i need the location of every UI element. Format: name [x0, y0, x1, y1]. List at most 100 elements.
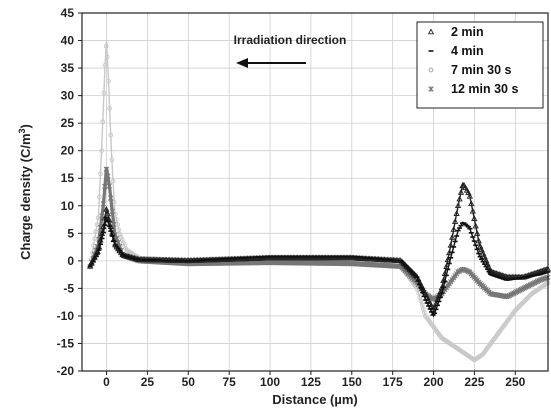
series-12-min-30-s — [87, 166, 551, 302]
legend-marker — [428, 67, 434, 73]
series-4-min — [87, 216, 551, 318]
plot-frame — [81, 12, 549, 372]
x-tick-label: 250 — [505, 375, 525, 389]
data-point — [104, 210, 111, 217]
data-point — [443, 263, 450, 270]
y-tick-label: 0 — [67, 254, 74, 268]
data-point — [454, 202, 462, 209]
data-point — [119, 237, 125, 243]
data-point — [100, 201, 107, 207]
series-line — [89, 216, 549, 318]
data-point — [93, 229, 99, 235]
y-tick-label: -10 — [57, 309, 75, 323]
y-tick-label: -5 — [63, 281, 74, 295]
data-point — [110, 178, 116, 184]
y-tick-label: 35 — [61, 61, 75, 75]
x-tick-label: 125 — [301, 375, 321, 389]
data-point — [476, 242, 484, 249]
data-point — [469, 207, 476, 214]
irradiation-annotation: Irradiation direction — [234, 33, 346, 68]
data-point — [100, 119, 106, 125]
data-point — [101, 90, 107, 96]
data-point — [482, 256, 490, 263]
legend-box — [416, 21, 544, 109]
x-tick-label: 150 — [342, 375, 362, 389]
y-axis-title-text: Charge density (C/m — [18, 133, 33, 259]
legend-label: 4 min — [451, 44, 484, 58]
x-tick-label: 200 — [424, 375, 444, 389]
data-point — [118, 234, 124, 240]
data-point — [109, 208, 115, 214]
data-point — [450, 226, 457, 232]
x-axis-title: Distance (µm) — [272, 392, 358, 407]
data-point — [459, 182, 466, 189]
data-point — [102, 62, 108, 68]
data-point — [466, 192, 474, 199]
data-point — [453, 210, 460, 216]
data-point — [465, 189, 472, 196]
data-point — [449, 233, 456, 240]
legend-marker — [427, 28, 435, 35]
data-point — [457, 189, 465, 195]
y-axis-title-superscript: 3 — [17, 128, 27, 133]
data-point — [107, 105, 112, 111]
y-tick-label: 15 — [61, 171, 75, 185]
y-tick-label: 40 — [61, 34, 75, 48]
data-point — [92, 236, 98, 241]
legend: 2 min 4 min 7 min 30 s 12 min 30 s — [416, 21, 544, 109]
data-point — [106, 183, 112, 189]
data-point — [478, 246, 485, 253]
legend-label: 7 min 30 s — [451, 63, 511, 77]
data-point — [122, 243, 127, 249]
data-point — [94, 222, 100, 228]
y-tick-label: 25 — [61, 116, 75, 130]
data-point — [96, 194, 102, 200]
y-axis-title-close: ) — [18, 124, 33, 128]
legend-item: 2 min — [427, 25, 484, 39]
legend-item: 12 min 30 s — [428, 82, 518, 96]
y-tick-label: -20 — [57, 364, 75, 378]
y-tick-label: 45 — [61, 6, 75, 20]
legend-label: 2 min — [451, 25, 484, 39]
y-axis-ticks: -20 -15 -10 -5 0 5 10 15 20 25 30 35 40 45 — [57, 6, 82, 378]
data-point — [117, 231, 123, 237]
x-tick-label: 50 — [182, 375, 196, 389]
x-tick-label: 225 — [464, 375, 484, 389]
data-point — [475, 237, 482, 244]
data-point — [102, 183, 108, 190]
y-tick-label: 30 — [61, 89, 75, 103]
data-point — [109, 157, 115, 163]
data-point — [456, 195, 463, 202]
series-lines — [87, 40, 551, 363]
y-tick-label: 10 — [61, 199, 75, 213]
data-point — [98, 171, 103, 177]
data-point — [471, 215, 478, 221]
data-point — [468, 200, 475, 207]
data-point — [472, 222, 479, 229]
y-tick-label: -15 — [57, 336, 75, 350]
series-line — [89, 181, 549, 313]
x-tick-label: 0 — [103, 375, 110, 389]
y-axis-title: Charge density (C/m3) — [17, 124, 33, 260]
data-point — [474, 230, 481, 236]
x-tick-label: 25 — [141, 375, 155, 389]
x-tick-label: 175 — [383, 375, 403, 389]
data-point — [121, 240, 126, 246]
data-point — [103, 43, 109, 49]
x-tick-label: 100 — [260, 375, 280, 389]
legend-marker — [428, 86, 434, 92]
data-point — [104, 54, 110, 60]
legend-item: 4 min — [428, 44, 484, 58]
legend-item: 7 min 30 s — [428, 63, 511, 77]
data-point — [106, 78, 111, 84]
series-2-min — [87, 181, 551, 313]
data-point — [99, 148, 104, 154]
data-point — [115, 222, 120, 227]
data-point — [108, 195, 114, 201]
data-point — [481, 253, 488, 260]
x-axis-ticks: 0 25 50 75 100 125 150 175 200 225 250 — [103, 371, 526, 389]
legend-label: 12 min 30 s — [451, 82, 518, 96]
data-point — [444, 256, 451, 263]
data-point — [447, 241, 454, 248]
